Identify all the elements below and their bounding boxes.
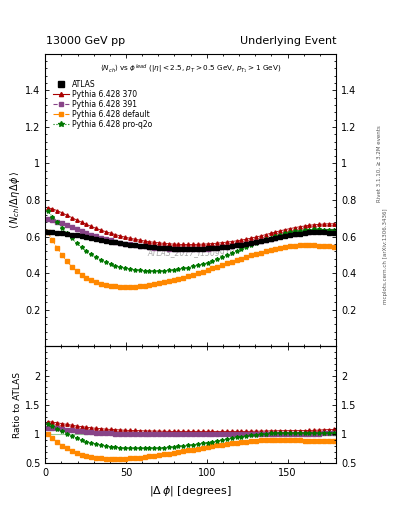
Text: ATLAS_2017_I1509919: ATLAS_2017_I1509919	[147, 248, 234, 257]
X-axis label: $|\Delta\,\phi|$ [degrees]: $|\Delta\,\phi|$ [degrees]	[149, 484, 232, 498]
Text: mcplots.cern.ch [arXiv:1306.3436]: mcplots.cern.ch [arXiv:1306.3436]	[383, 208, 387, 304]
Text: Underlying Event: Underlying Event	[239, 36, 336, 46]
Text: Rivet 3.1.10, ≥ 3.2M events: Rivet 3.1.10, ≥ 3.2M events	[377, 125, 382, 202]
Y-axis label: Ratio to ATLAS: Ratio to ATLAS	[13, 372, 22, 438]
Text: 13000 GeV pp: 13000 GeV pp	[46, 36, 125, 46]
Legend: ATLAS, Pythia 6.428 370, Pythia 6.428 391, Pythia 6.428 default, Pythia 6.428 pr: ATLAS, Pythia 6.428 370, Pythia 6.428 39…	[52, 78, 154, 131]
Text: $\langle N_{ch}\rangle$ vs $\phi^{lead}$ ($|\eta| < 2.5$, $p_T > 0.5$ GeV, $p_{T: $\langle N_{ch}\rangle$ vs $\phi^{lead}$…	[100, 62, 281, 76]
Y-axis label: $\langle\, N_{ch}/\Delta\eta\,\Delta\phi\,\rangle$: $\langle\, N_{ch}/\Delta\eta\,\Delta\phi…	[8, 171, 22, 229]
